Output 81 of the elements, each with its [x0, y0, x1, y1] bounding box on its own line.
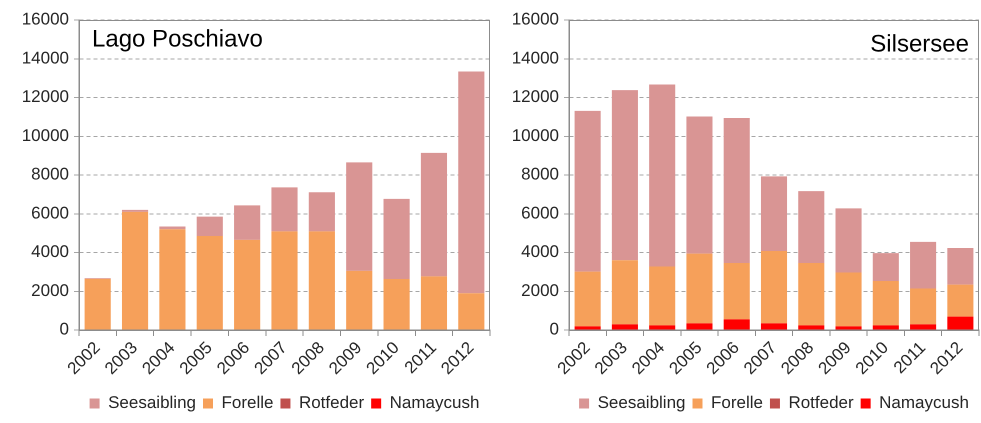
legend-label: Namaycush: [390, 393, 480, 412]
chart-title: Lago Poschiavo: [92, 26, 263, 53]
y-tick-label: 8000: [521, 164, 559, 184]
bar: [872, 280, 899, 326]
y-tick-label: 4000: [521, 242, 559, 262]
bar: [234, 205, 260, 240]
bar: [574, 110, 601, 272]
y-tick-label: 14000: [22, 48, 69, 68]
bar: [420, 276, 448, 330]
bar: [947, 248, 974, 285]
bar: [686, 116, 712, 254]
bar: [910, 242, 936, 289]
bar: [724, 118, 750, 263]
y-tick-label: 10000: [22, 126, 69, 145]
legend-label: Rotfeder: [298, 393, 364, 412]
y-tick-label: 0: [60, 320, 69, 339]
bar: [159, 229, 186, 330]
bar: [649, 266, 676, 326]
bar: [308, 192, 335, 232]
bar: [760, 323, 788, 330]
y-tick-label: 12000: [512, 87, 559, 106]
bar: [947, 316, 974, 330]
bar: [271, 187, 298, 232]
bar: [798, 262, 824, 326]
bar: [271, 231, 298, 330]
bar: [84, 278, 111, 330]
legend-label: Seesaibling: [108, 393, 196, 412]
bar: [384, 198, 410, 280]
bar: [122, 212, 148, 330]
legend-label: Forelle: [710, 393, 763, 412]
legend-label: Rotfeder: [788, 393, 854, 412]
y-tick-label: 2000: [521, 280, 559, 300]
y-tick-label: 14000: [512, 48, 559, 68]
legend-label: Forelle: [221, 393, 274, 412]
y-tick-label: 16000: [512, 10, 559, 29]
bar: [724, 319, 750, 330]
bar: [798, 325, 824, 330]
bar: [384, 279, 410, 330]
bar: [346, 270, 372, 330]
bar: [458, 72, 484, 294]
bar: [346, 162, 372, 271]
bar: [234, 240, 260, 330]
bar: [649, 84, 676, 266]
bar: [574, 326, 601, 330]
legend-label: Seesaibling: [598, 393, 686, 412]
bar: [872, 325, 899, 330]
bar: [649, 325, 676, 330]
y-tick-label: 2000: [31, 280, 69, 300]
bar: [159, 226, 186, 230]
bar: [760, 176, 788, 251]
bar: [612, 324, 638, 330]
legend-label: Namaycush: [879, 393, 969, 412]
y-tick-label: 8000: [31, 164, 69, 184]
bar: [872, 253, 899, 281]
y-tick-label: 4000: [31, 242, 69, 262]
bar: [760, 250, 788, 324]
bar: [612, 260, 638, 324]
y-tick-label: 6000: [31, 203, 69, 222]
bar: [196, 236, 223, 330]
y-tick-label: 12000: [22, 87, 69, 106]
y-tick-label: 6000: [521, 203, 559, 222]
bar: [910, 324, 936, 330]
bar: [798, 191, 824, 263]
bar: [612, 90, 638, 260]
bar: [196, 216, 223, 236]
bar: [458, 293, 484, 330]
bar: [947, 284, 974, 317]
bar: [724, 262, 750, 320]
bar: [686, 254, 712, 324]
bar: [308, 231, 335, 330]
bar: [910, 288, 936, 324]
bar: [686, 323, 712, 330]
bar: [836, 208, 862, 272]
y-tick-label: 16000: [22, 10, 69, 29]
bar: [574, 272, 601, 326]
bar: [836, 326, 862, 330]
y-tick-label: 0: [550, 320, 559, 339]
y-tick-label: 10000: [512, 126, 559, 145]
bar: [836, 272, 862, 326]
text: Silsersee: [870, 30, 969, 58]
bar: [420, 152, 448, 276]
